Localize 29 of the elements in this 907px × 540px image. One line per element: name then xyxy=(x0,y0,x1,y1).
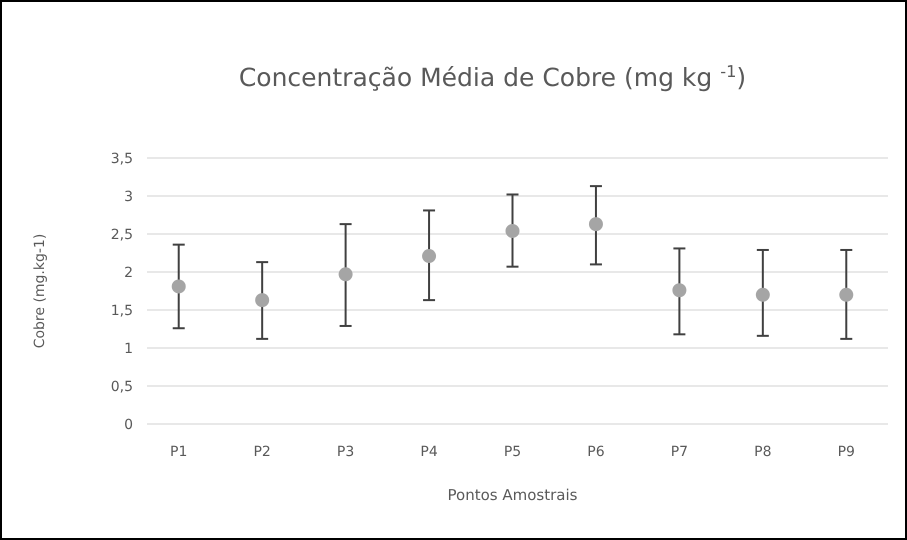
point xyxy=(506,224,520,238)
y-tick-label: 0,5 xyxy=(110,378,133,395)
point xyxy=(839,288,854,302)
x-tick-label: P3 xyxy=(336,444,354,460)
point xyxy=(172,279,186,294)
y-tick-label: 1,5 xyxy=(110,302,133,319)
point xyxy=(588,217,603,232)
x-tick-label: P8 xyxy=(754,444,772,460)
x-tick-label: P4 xyxy=(420,444,438,460)
point xyxy=(672,283,686,298)
x-tick-label: P1 xyxy=(170,444,188,460)
x-tick-label: P2 xyxy=(253,444,271,460)
chart-title: Concentração Média de Cobre (mg kg $^{-1}$) xyxy=(238,62,746,92)
x-tick-label: P7 xyxy=(670,444,688,460)
y-tick-label: 0 xyxy=(124,416,133,433)
point xyxy=(756,288,770,302)
point xyxy=(338,267,353,282)
y-tick-label: 1 xyxy=(124,340,133,357)
point xyxy=(255,293,270,308)
y-axis-title: Cobre (mg.kg-1) xyxy=(32,234,48,348)
x-tick-label: P6 xyxy=(587,444,605,460)
x-tick-label: P5 xyxy=(504,444,522,460)
x-tick-label: P9 xyxy=(838,444,855,460)
y-tick-label: 3 xyxy=(124,188,133,205)
point xyxy=(422,249,436,264)
y-tick-label: 2,5 xyxy=(110,226,133,243)
x-axis-title: Pontos Amostrais xyxy=(448,486,578,504)
y-tick-label: 3,5 xyxy=(110,150,133,167)
y-tick-label: 2 xyxy=(124,264,133,281)
